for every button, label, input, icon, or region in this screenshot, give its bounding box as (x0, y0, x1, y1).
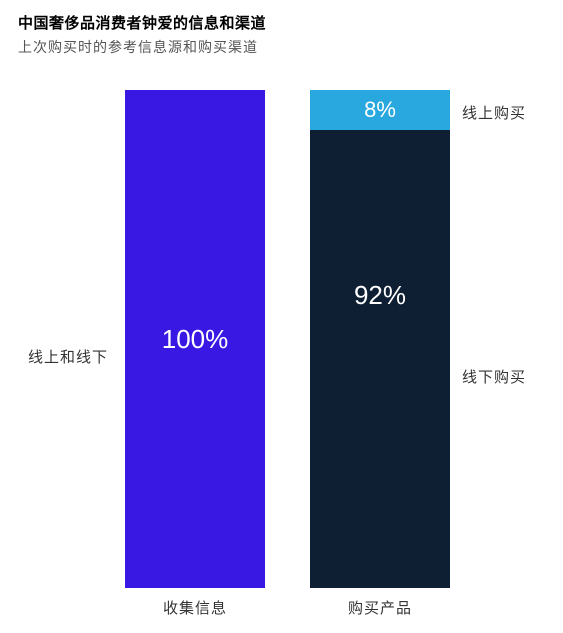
side-label-online-offline: 线上和线下 (28, 346, 108, 367)
side-label-online-purchase: 线上购买 (462, 102, 526, 123)
bar-purchase-product: 8% 92% (310, 90, 450, 588)
chart-area: 100% 线上和线下 收集信息 8% 92% 线上购买 线下购买 购买产品 (0, 90, 563, 633)
x-label-purchase: 购买产品 (310, 597, 450, 618)
bar-value-label: 8% (364, 97, 396, 123)
bar-segment-online: 8% (310, 90, 450, 130)
side-label-offline-purchase: 线下购买 (462, 366, 526, 387)
bar-value-label: 92% (354, 280, 406, 311)
bar-segment-offline: 92% (310, 130, 450, 588)
chart-title: 中国奢侈品消费者钟爱的信息和渠道 (18, 12, 545, 33)
bar-collect-info: 100% (125, 90, 265, 588)
x-label-collect: 收集信息 (125, 597, 265, 618)
bar-segment-collect-all: 100% (125, 90, 265, 588)
bar-value-label: 100% (162, 324, 229, 355)
chart-subtitle: 上次购买时的参考信息源和购买渠道 (18, 37, 545, 57)
